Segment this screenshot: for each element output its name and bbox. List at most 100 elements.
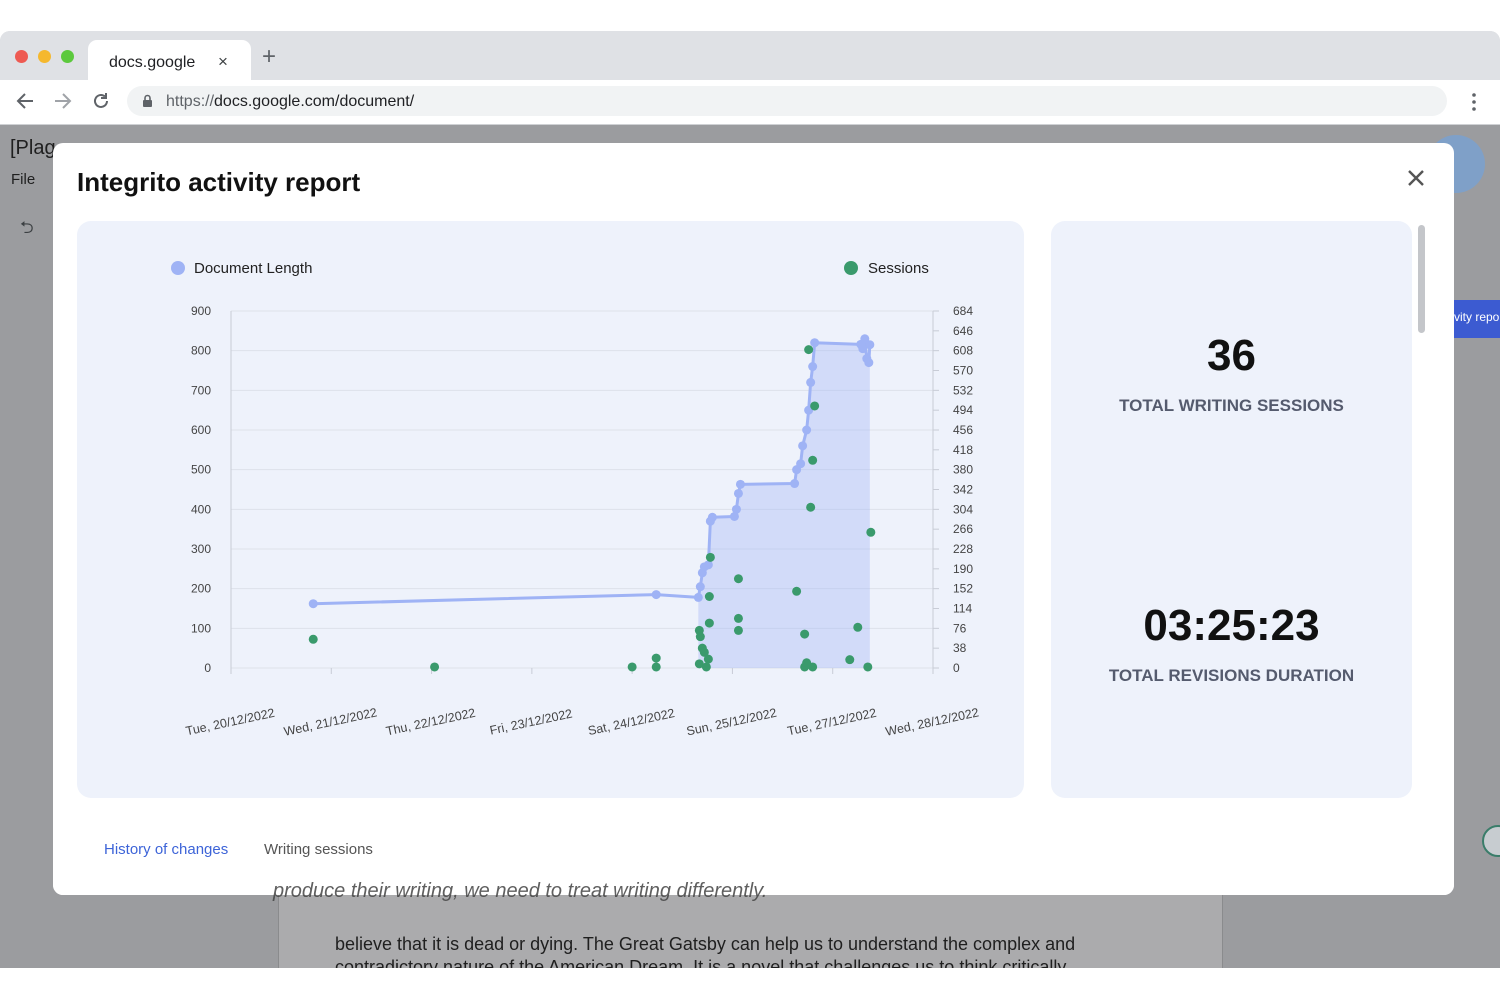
y-right-tick-label: 76: [953, 621, 967, 635]
sessions-point: [866, 527, 876, 537]
back-arrow-icon[interactable]: [14, 90, 36, 112]
sessions-point: [733, 613, 743, 623]
legend-document-length-icon: [171, 261, 185, 275]
y-left-tick-label: 500: [191, 463, 211, 477]
y-right-tick-label: 532: [953, 383, 973, 397]
x-tick-label: Sat, 24/12/2022: [587, 706, 676, 738]
minimize-window-button[interactable]: [38, 50, 51, 63]
activity-report-button[interactable]: vity repo: [1448, 300, 1500, 338]
browser-toolbar: https://docs.google.com/document/: [0, 80, 1500, 125]
document-length-area: [698, 338, 870, 668]
y-right-tick-label: 646: [953, 324, 973, 338]
activity-chart: 0 100 200 300 400 500 600 700 800 900 0 38 76 114 152 1…: [171, 260, 980, 739]
sessions-point: [845, 655, 855, 665]
document-length-point: [802, 425, 812, 435]
sessions-point: [705, 552, 715, 562]
document-length-point: [808, 362, 818, 372]
y-right-tick-label: 304: [953, 502, 973, 516]
close-icon[interactable]: [1405, 167, 1427, 189]
sessions-point: [806, 502, 816, 512]
y-right-tick-label: 228: [953, 542, 973, 556]
y-right-tick-label: 456: [953, 423, 973, 437]
document-length-point: [796, 459, 806, 469]
tab-close-icon[interactable]: ×: [218, 52, 228, 71]
sessions-point: [808, 455, 818, 465]
document-length-point: [695, 582, 705, 592]
x-tick-label: Tue, 27/12/2022: [786, 706, 878, 739]
sessions-point: [430, 662, 440, 672]
sessions-point: [651, 653, 661, 663]
document-line: contradictory nature of the American Dre…: [335, 957, 1067, 968]
reload-icon[interactable]: [90, 90, 112, 112]
sessions-point: [800, 629, 810, 639]
new-tab-button[interactable]: +: [262, 43, 277, 70]
y-left-tick-label: 400: [191, 502, 211, 516]
document-length-point: [733, 488, 743, 498]
browser-tab[interactable]: docs.google ×: [88, 40, 251, 80]
x-tick-label: Wed, 21/12/2022: [283, 705, 379, 738]
lock-icon: [143, 94, 152, 107]
document-length-point: [798, 441, 808, 451]
legend-sessions-icon: [844, 261, 858, 275]
document-length-point: [651, 590, 661, 600]
maximize-window-button[interactable]: [61, 50, 74, 63]
y-left-tick-label: 0: [204, 661, 211, 675]
y-right-tick-label: 114: [953, 602, 972, 616]
activity-report-modal: Integrito activity report 0 100 200 300 400 5…: [53, 143, 1454, 902]
sessions-point: [808, 662, 818, 672]
x-tick-label: Thu, 22/12/2022: [385, 706, 477, 739]
y-right-tick-label: 152: [953, 582, 973, 596]
undo-icon[interactable]: ⮌: [20, 218, 34, 237]
document-length-point: [729, 511, 739, 521]
close-window-button[interactable]: [15, 50, 28, 63]
y-right-tick-label: 342: [953, 483, 973, 497]
y-left-tick-label: 300: [191, 542, 211, 556]
x-tick-label: Fri, 23/12/2022: [488, 706, 573, 737]
tab-writing-sessions[interactable]: Writing sessions: [264, 841, 373, 858]
menu-file[interactable]: File: [11, 171, 36, 188]
y-right-tick-label: 0: [953, 661, 960, 675]
y-left-tick-label: 700: [191, 383, 211, 397]
sessions-point: [804, 345, 814, 355]
sessions-point: [792, 586, 802, 596]
document-title[interactable]: [Plag: [10, 137, 56, 159]
document-length-point: [810, 338, 820, 348]
y-left-tick-label: 800: [191, 344, 211, 358]
y-left-tick-label: 100: [191, 621, 211, 635]
content-fade: [53, 855, 1454, 895]
forward-arrow-icon[interactable]: [52, 90, 74, 112]
revisions-duration: 03:25:23: [1143, 601, 1320, 650]
browser-menu-icon[interactable]: [1466, 91, 1482, 113]
tab-bar: docs.google × +: [0, 31, 1500, 80]
sessions-point: [694, 659, 704, 669]
chart-card: 0 100 200 300 400 500 600 700 800 900 0 38 76 114 152 1…: [77, 221, 1024, 798]
y-left-tick-label: 600: [191, 423, 211, 437]
modal-title: Integrito activity report: [77, 167, 361, 197]
y-right-tick-label: 190: [953, 562, 973, 576]
sessions-point: [699, 647, 709, 657]
url-text: https://docs.google.com/document/: [166, 93, 415, 110]
y-right-tick-label: 570: [953, 364, 973, 378]
x-tick-label: Wed, 28/12/2022: [884, 705, 980, 738]
chat-bubble-icon[interactable]: [1482, 825, 1500, 857]
legend-document-length: Document Length: [194, 260, 312, 277]
document-line: believe that it is dead or dying. The Gr…: [335, 934, 1076, 954]
y-left-tick-label: 900: [191, 304, 211, 318]
sessions-point: [701, 662, 711, 672]
sessions-point: [308, 634, 318, 644]
sessions-point: [703, 654, 713, 664]
address-bar[interactable]: https://docs.google.com/document/: [127, 86, 1447, 116]
scrollbar-thumb[interactable]: [1418, 225, 1425, 333]
y-right-tick-label: 684: [953, 304, 973, 318]
x-tick-label: Tue, 20/12/2022: [184, 706, 276, 739]
document-length-point: [308, 599, 318, 609]
document-length-point: [865, 340, 875, 350]
document-length-point: [858, 344, 868, 354]
sessions-point: [704, 591, 714, 601]
y-left-tick-label: 200: [191, 582, 211, 596]
tab-history-of-changes[interactable]: History of changes: [104, 841, 229, 858]
document-length-point: [707, 512, 717, 522]
y-right-tick-label: 494: [953, 403, 973, 417]
y-right-tick-label: 418: [953, 443, 973, 457]
y-right-tick-label: 380: [953, 463, 973, 477]
